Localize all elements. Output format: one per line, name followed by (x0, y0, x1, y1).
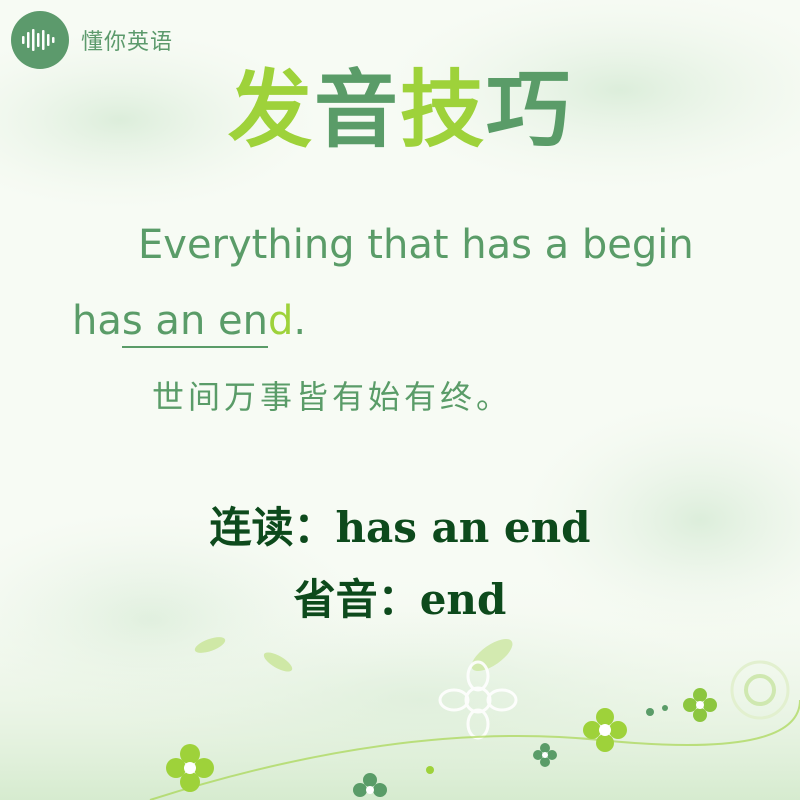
sentence-period: . (293, 298, 307, 344)
title-char: 发 (227, 61, 314, 159)
outline-flower-decoration (438, 660, 518, 740)
soundwave-icon (11, 11, 69, 69)
linking-note: 连读：has an end (0, 494, 800, 555)
sentence-line-2: has an end. (72, 298, 307, 348)
flower-decoration (166, 660, 790, 797)
linking-value: has an end (335, 503, 591, 552)
title-char: 巧 (486, 61, 573, 159)
vine-decoration (149, 699, 800, 800)
elision-value: end (419, 575, 507, 624)
linking-label: 连读： (209, 503, 336, 552)
title-char: 技 (400, 61, 487, 159)
linking-underline-text: s an en (121, 298, 268, 348)
sentence-text: ha (72, 298, 122, 344)
title-char: 音 (313, 61, 400, 159)
elision-label: 省音： (293, 575, 420, 624)
brand-logo: 懂你英语 (11, 11, 173, 69)
elision-note: 省音：end (0, 566, 800, 627)
brand-name: 懂你英语 (81, 30, 174, 55)
page-title: 发音技巧 (0, 68, 800, 152)
elided-letter: d (267, 298, 294, 344)
sentence-line-1: Everything that has a begin (138, 222, 694, 268)
chinese-translation: 世间万事皆有始有终。 (152, 378, 513, 416)
